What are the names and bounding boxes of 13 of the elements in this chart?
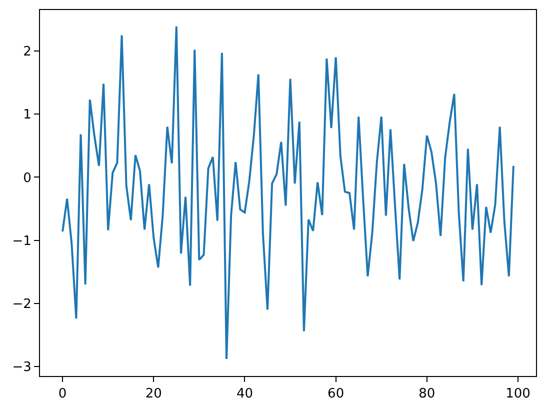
y-tick-label: 1 [23, 108, 32, 123]
x-tick-label: 0 [58, 386, 67, 402]
x-tick-label: 20 [145, 386, 162, 402]
line-series [62, 25, 514, 360]
x-tick-label: 80 [418, 386, 436, 402]
x-tick-label: 100 [506, 386, 530, 402]
x-tick-label: 40 [236, 386, 254, 402]
y-tick-label: −3 [12, 360, 32, 376]
y-tick-label: −1 [12, 234, 32, 249]
y-tick-label: −2 [12, 296, 32, 312]
x-tick-label: 60 [328, 386, 344, 402]
y-tick-label: 2 [23, 44, 32, 60]
y-tick-label: 0 [23, 170, 32, 186]
